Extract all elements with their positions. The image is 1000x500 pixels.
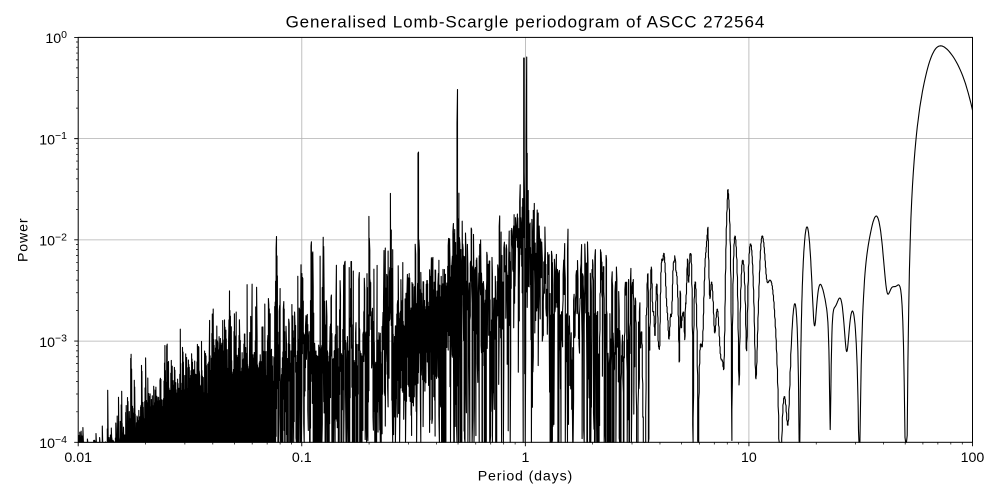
svg-text:1: 1 xyxy=(521,450,529,466)
svg-text:Generalised Lomb-Scargle perio: Generalised Lomb-Scargle periodogram of … xyxy=(286,13,766,32)
svg-text:100: 100 xyxy=(961,450,985,466)
svg-text:Period (days): Period (days) xyxy=(478,469,573,485)
svg-text:10: 10 xyxy=(741,450,757,466)
svg-text:0.01: 0.01 xyxy=(64,450,92,466)
svg-text:0.1: 0.1 xyxy=(292,450,312,466)
svg-text:Power: Power xyxy=(16,218,32,262)
